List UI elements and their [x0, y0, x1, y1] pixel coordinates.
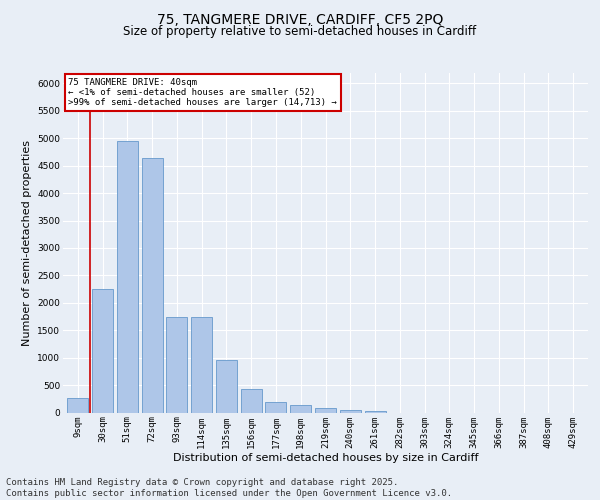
Bar — [340, 410, 361, 412]
Text: Contains HM Land Registry data © Crown copyright and database right 2025.
Contai: Contains HM Land Registry data © Crown c… — [6, 478, 452, 498]
Bar — [117, 141, 138, 412]
Text: 75, TANGMERE DRIVE, CARDIFF, CF5 2PQ: 75, TANGMERE DRIVE, CARDIFF, CF5 2PQ — [157, 12, 443, 26]
Bar — [365, 411, 386, 412]
Bar — [92, 289, 113, 412]
Bar — [315, 408, 336, 412]
Bar — [67, 398, 88, 412]
Bar — [265, 402, 286, 412]
Bar — [191, 316, 212, 412]
Text: Size of property relative to semi-detached houses in Cardiff: Size of property relative to semi-detach… — [124, 25, 476, 38]
Text: 75 TANGMERE DRIVE: 40sqm
← <1% of semi-detached houses are smaller (52)
>99% of : 75 TANGMERE DRIVE: 40sqm ← <1% of semi-d… — [68, 78, 337, 108]
Bar — [142, 158, 163, 412]
Y-axis label: Number of semi-detached properties: Number of semi-detached properties — [22, 140, 32, 346]
Bar — [241, 390, 262, 412]
X-axis label: Distribution of semi-detached houses by size in Cardiff: Distribution of semi-detached houses by … — [173, 453, 478, 463]
Bar — [166, 316, 187, 412]
Bar — [216, 360, 237, 412]
Bar — [290, 406, 311, 412]
